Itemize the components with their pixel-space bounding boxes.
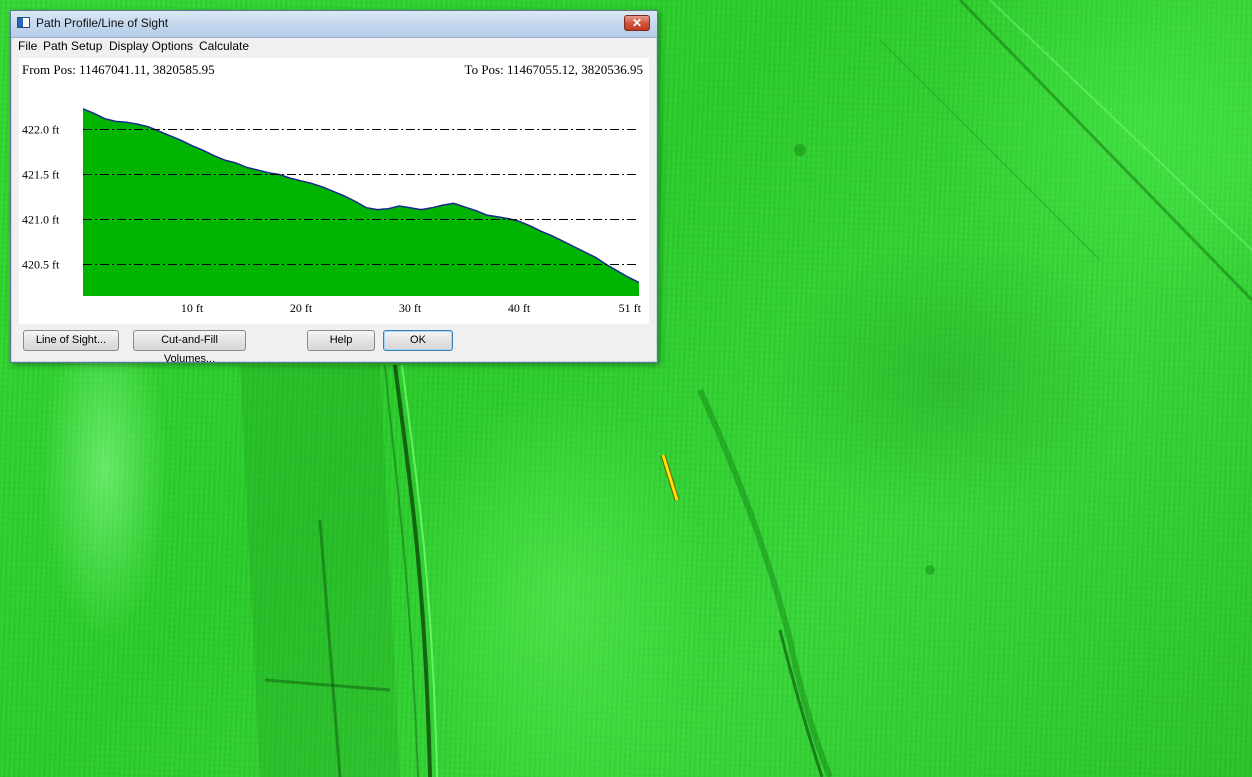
- line-of-sight-button[interactable]: Line of Sight...: [23, 330, 119, 351]
- y-tick-label: 422.0 ft: [22, 123, 60, 137]
- title-bar[interactable]: Path Profile/Line of Sight ✕: [11, 11, 657, 38]
- window-app-icon[interactable]: [17, 17, 30, 28]
- profile-chart-area: From Pos: 11467041.11, 3820585.95 To Pos…: [19, 58, 649, 324]
- close-button[interactable]: ✕: [624, 15, 650, 31]
- menu-display-options[interactable]: Display Options: [109, 39, 194, 53]
- y-tick-label: 421.0 ft: [22, 213, 60, 227]
- x-tick-label: 20 ft: [290, 301, 313, 315]
- y-tick-label: 421.5 ft: [22, 168, 60, 182]
- x-tick-label: 10 ft: [181, 301, 204, 315]
- ok-button[interactable]: OK: [383, 330, 453, 351]
- from-position-label: From Pos: 11467041.11, 3820585.95: [22, 62, 215, 77]
- to-position-label: To Pos: 11467055.12, 3820536.95: [465, 62, 643, 77]
- x-tick-label: 51 ft: [619, 301, 642, 315]
- help-button[interactable]: Help: [307, 330, 375, 351]
- x-tick-label: 30 ft: [399, 301, 422, 315]
- menu-bar: File Path Setup Display Options Calculat…: [12, 38, 656, 55]
- x-tick-label: 40 ft: [508, 301, 531, 315]
- path-profile-window[interactable]: Path Profile/Line of Sight ✕ File Path S…: [10, 10, 658, 365]
- menu-file[interactable]: File: [18, 39, 38, 53]
- window-title: Path Profile/Line of Sight: [36, 16, 169, 30]
- cut-and-fill-button[interactable]: Cut-and-Fill Volumes...: [133, 330, 246, 365]
- menu-path-setup[interactable]: Path Setup: [43, 39, 103, 53]
- menu-calculate[interactable]: Calculate: [199, 39, 250, 53]
- button-bar: Line of Sight... Cut-and-Fill Volumes...…: [11, 324, 657, 365]
- terrain-profile-area: [83, 108, 639, 296]
- elevation-profile-chart: From Pos: 11467041.11, 3820585.95 To Pos…: [22, 62, 643, 315]
- terrain-profile-line: [82, 108, 640, 284]
- y-tick-label: 420.5 ft: [22, 258, 60, 272]
